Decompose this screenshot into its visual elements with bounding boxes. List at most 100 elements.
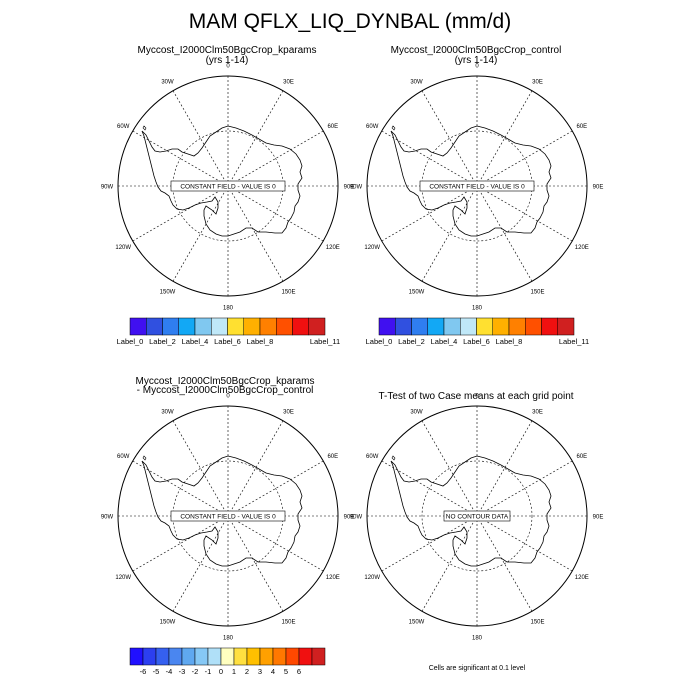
colorbar-swatch bbox=[276, 317, 293, 336]
colorbar-top-left: Label_0 Label_2 Label_4 Label_6 Label_8 Label… bbox=[117, 317, 340, 346]
colorbar-label: Label_8 bbox=[496, 337, 523, 346]
island-outline bbox=[391, 455, 396, 461]
panel3-title: Myccost_I2000Clm50BgcCrop_kparams bbox=[135, 376, 315, 387]
colorbar-label: Label_4 bbox=[182, 337, 209, 346]
colorbar-swatch bbox=[243, 317, 261, 336]
colorbar-label: 2 bbox=[245, 667, 249, 676]
longitude-label: 30W bbox=[410, 80, 423, 86]
colorbar-swatch bbox=[308, 317, 326, 336]
colorbar-swatch bbox=[525, 317, 542, 336]
colorbar-label: -2 bbox=[192, 667, 199, 676]
meridian-line bbox=[421, 185, 478, 282]
longitude-label: 150E bbox=[530, 289, 544, 295]
colorbar-swatch bbox=[272, 647, 287, 666]
colorbar-top-right: Label_0 Label_2 Label_4 Label_6 Label_8 Label… bbox=[366, 317, 589, 346]
colorbar-label: 5 bbox=[284, 667, 288, 676]
colorbar-label: Label_4 bbox=[431, 337, 458, 346]
main-title: MAM QFLX_LIQ_DYNBAL (mm/d) bbox=[188, 10, 512, 33]
map-boundary-circle bbox=[366, 405, 588, 627]
colorbar-label: -5 bbox=[153, 667, 160, 676]
colorbar-label: Label_8 bbox=[247, 337, 274, 346]
colorbar-label: -4 bbox=[166, 667, 173, 676]
longitude-label: 90W bbox=[350, 185, 363, 191]
map-boundary-circle bbox=[366, 75, 588, 297]
significance-footnote: Cells are significant at 0.1 level bbox=[428, 665, 526, 672]
panel1-title: Myccost_I2000Clm50BgcCrop_kparams bbox=[137, 45, 317, 56]
colorbar-swatch bbox=[395, 317, 412, 336]
longitude-label: 30W bbox=[161, 410, 174, 416]
colorbar-swatch bbox=[492, 317, 510, 336]
longitude-label: 90E bbox=[344, 185, 355, 191]
map-boundary-circle bbox=[117, 405, 339, 627]
colorbar-swatch bbox=[155, 647, 170, 666]
antarctica-coastline bbox=[141, 455, 303, 567]
colorbar-swatch bbox=[285, 647, 300, 666]
colorbar-swatch bbox=[443, 317, 461, 336]
colorbar-swatch bbox=[557, 317, 575, 336]
longitude-label: 150W bbox=[160, 289, 176, 295]
meridian-line bbox=[421, 515, 478, 612]
colorbar-swatch bbox=[292, 317, 309, 336]
longitude-label: 120E bbox=[326, 575, 340, 581]
meridian-line bbox=[172, 185, 229, 282]
longitude-label: 180 bbox=[223, 306, 234, 312]
longitude-label: 60W bbox=[117, 124, 130, 130]
longitude-label: 120E bbox=[326, 245, 340, 251]
colorbar-swatch bbox=[298, 647, 313, 666]
colorbar-swatch bbox=[129, 647, 144, 666]
panel1-subtitle: (yrs 1-14) bbox=[205, 55, 249, 66]
colorbar-label: 0 bbox=[219, 667, 223, 676]
map-panel-1: 0 30E 60E 90E 120E 150E 180 150W 120W 90W 60W 30W CO… bbox=[101, 64, 355, 312]
colorbar-swatch bbox=[259, 317, 277, 336]
colorbar-label: 4 bbox=[271, 667, 275, 676]
longitude-label: 60W bbox=[366, 454, 379, 460]
field-message-text: CONSTANT FIELD - VALUE IS 0 bbox=[429, 184, 525, 191]
colorbar-swatch bbox=[162, 317, 179, 336]
longitude-label: 150E bbox=[281, 289, 295, 295]
longitude-label: 180 bbox=[472, 636, 483, 642]
map-panel-4: 0 30E 60E 90E 120E 150E 180 150W 120W 90W 60W 30W NO… bbox=[350, 394, 604, 642]
longitude-label: 30E bbox=[283, 80, 294, 86]
panel4-title: T-Test of two Case means at each grid po… bbox=[378, 391, 574, 402]
longitude-label: 90E bbox=[344, 515, 355, 521]
colorbar-label: Label_11 bbox=[310, 337, 340, 346]
longitude-label: 120W bbox=[364, 245, 380, 251]
field-message-box bbox=[443, 510, 511, 522]
meridian-line bbox=[476, 420, 533, 517]
colorbar-label: Label_11 bbox=[559, 337, 589, 346]
panel3-subtitle: - Myccost_I2000Clm50BgcCrop_control bbox=[136, 385, 314, 396]
longitude-label: 0 bbox=[475, 64, 479, 70]
longitude-label: 60E bbox=[327, 454, 338, 460]
longitude-label: 120E bbox=[575, 575, 589, 581]
antarctica-coastline bbox=[390, 125, 552, 237]
colorbar-swatch bbox=[129, 317, 147, 336]
colorbar-swatch bbox=[181, 647, 196, 666]
longitude-label: 90W bbox=[101, 515, 114, 521]
field-message-box bbox=[170, 510, 286, 522]
colorbar-swatch bbox=[460, 317, 477, 336]
antarctica-coastline bbox=[390, 455, 552, 567]
longitude-label: 120W bbox=[364, 575, 380, 581]
meridian-line bbox=[476, 90, 533, 187]
longitude-label: 180 bbox=[223, 636, 234, 642]
longitude-label: 150W bbox=[409, 289, 425, 295]
colorbar-swatch bbox=[378, 317, 396, 336]
antarctica-coastline bbox=[141, 125, 303, 237]
longitude-label: 150E bbox=[281, 619, 295, 625]
colorbar-label: Label_6 bbox=[463, 337, 490, 346]
colorbar-label: -6 bbox=[140, 667, 147, 676]
colorbar-swatch bbox=[233, 647, 248, 666]
field-message-text: CONSTANT FIELD - VALUE IS 0 bbox=[180, 514, 276, 521]
colorbar-swatch bbox=[508, 317, 526, 336]
longitude-label: 0 bbox=[226, 64, 230, 70]
longitude-label: 30W bbox=[410, 410, 423, 416]
colorbar-swatch bbox=[411, 317, 428, 336]
field-message-text: CONSTANT FIELD - VALUE IS 0 bbox=[180, 184, 276, 191]
longitude-label: 30E bbox=[283, 410, 294, 416]
colorbar-swatch bbox=[194, 317, 212, 336]
colorbar-label: Label_0 bbox=[117, 337, 144, 346]
colorbar-swatch bbox=[146, 317, 163, 336]
colorbar-swatch bbox=[541, 317, 558, 336]
longitude-label: 30E bbox=[532, 410, 543, 416]
longitude-label: 60W bbox=[117, 454, 130, 460]
